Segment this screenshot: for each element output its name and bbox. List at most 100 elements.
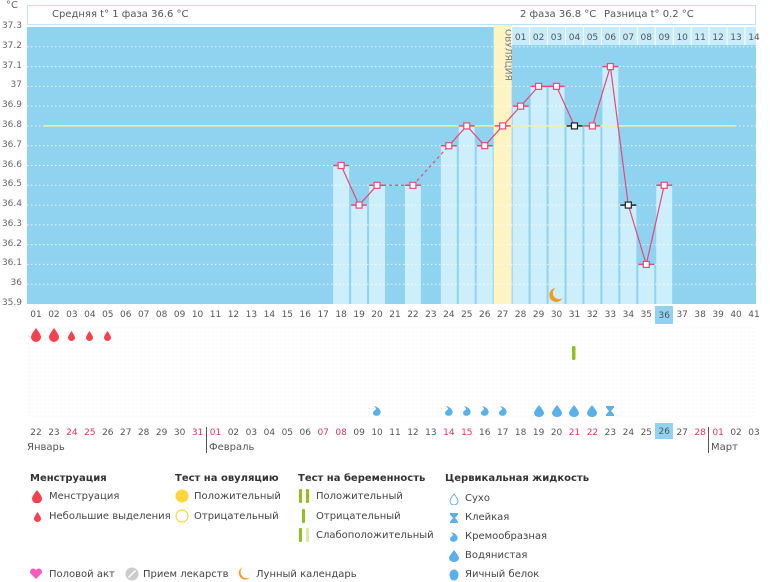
cycle-day-label[interactable]: 32 xyxy=(586,310,599,320)
cycle-day-label[interactable]: 12 xyxy=(227,310,240,320)
cycle-day-label[interactable]: 06 xyxy=(120,310,132,320)
calendar-date-label[interactable]: 30 xyxy=(173,428,186,438)
menstruation-drop-icon[interactable] xyxy=(48,328,59,342)
calendar-date-label[interactable]: 13 xyxy=(425,428,437,438)
calendar-date-label[interactable]: 27 xyxy=(676,428,688,438)
calendar-date-label[interactable]: 24 xyxy=(66,428,78,438)
cycle-day-label[interactable]: 16 xyxy=(299,310,311,320)
menstruation-drop-icon[interactable] xyxy=(30,328,41,342)
cycle-day-label[interactable]: 26 xyxy=(479,310,491,320)
fluid-creamy-icon[interactable] xyxy=(444,405,454,417)
cycle-day-label[interactable]: 21 xyxy=(389,310,401,320)
calendar-date-label[interactable]: 18 xyxy=(514,428,527,438)
fluid-watery-icon[interactable] xyxy=(551,405,562,417)
cycle-day-label[interactable]: 39 xyxy=(712,310,724,320)
calendar-date-label[interactable]: 08 xyxy=(335,428,347,438)
pregnancy-negative-icon[interactable] xyxy=(572,346,576,360)
cycle-day-label[interactable]: 22 xyxy=(407,310,419,320)
cycle-day-label[interactable]: 08 xyxy=(155,310,168,320)
cycle-day-label[interactable]: 09 xyxy=(173,310,186,320)
calendar-date-label[interactable]: 09 xyxy=(353,428,365,438)
calendar-date-label[interactable]: 25 xyxy=(84,428,96,438)
spotting-drop-icon[interactable] xyxy=(68,331,76,341)
fluid-watery-icon[interactable] xyxy=(569,405,580,417)
calendar-date-label[interactable]: 28 xyxy=(694,428,706,438)
cycle-day-label[interactable]: 27 xyxy=(496,310,509,320)
cycle-day-label[interactable]: 30 xyxy=(550,310,563,320)
cycle-day-label[interactable]: 11 xyxy=(209,310,222,320)
cycle-day-label[interactable]: 15 xyxy=(281,310,294,320)
spotting-drop-icon[interactable] xyxy=(86,331,94,341)
calendar-date-label[interactable]: 23 xyxy=(48,428,60,438)
calendar-date-label[interactable]: 22 xyxy=(30,428,42,438)
calendar-date-label[interactable]: 11 xyxy=(389,428,401,438)
calendar-date-label[interactable]: 03 xyxy=(245,428,258,438)
calendar-date-label[interactable]: 26 xyxy=(102,428,114,438)
cycle-day-label[interactable]: 17 xyxy=(317,310,329,320)
cycle-day-label[interactable]: 20 xyxy=(371,310,383,320)
cycle-day-label[interactable]: 19 xyxy=(353,310,365,320)
cycle-day-label[interactable]: 35 xyxy=(640,310,653,320)
cycle-day-label[interactable]: 10 xyxy=(191,310,204,320)
calendar-date-label[interactable]: 31 xyxy=(191,428,204,438)
cycle-day-label[interactable]: 04 xyxy=(84,310,96,320)
spotting-drop-icon[interactable] xyxy=(104,331,112,341)
cycle-day-label[interactable]: 02 xyxy=(48,310,60,320)
calendar-date-label[interactable]: 01 xyxy=(209,428,222,438)
calendar-date-label[interactable]: 25 xyxy=(640,428,653,438)
calendar-date-label[interactable]: 16 xyxy=(479,428,491,438)
calendar-date-label[interactable]: 06 xyxy=(299,428,311,438)
fluid-creamy-icon[interactable] xyxy=(480,405,490,417)
calendar-date-label[interactable]: 02 xyxy=(730,428,742,438)
cycle-day-label[interactable]: 13 xyxy=(245,310,258,320)
fluid-creamy-icon[interactable] xyxy=(462,405,472,417)
calendar-date-label[interactable]: 26 xyxy=(655,423,674,439)
cycle-day-label[interactable]: 37 xyxy=(676,310,688,320)
cycle-day-label[interactable]: 01 xyxy=(30,310,42,320)
cycle-day-label[interactable]: 33 xyxy=(604,310,617,320)
calendar-date-label[interactable]: 05 xyxy=(281,428,294,438)
cycle-day-label[interactable]: 31 xyxy=(568,310,581,320)
cycle-day-label[interactable]: 05 xyxy=(102,310,114,320)
fluid-watery-icon[interactable] xyxy=(533,405,544,417)
cycle-day-label[interactable]: 29 xyxy=(532,310,545,320)
cycle-day-label[interactable]: 03 xyxy=(66,310,78,320)
fluid-creamy-icon[interactable] xyxy=(372,405,382,417)
cycle-day-label[interactable]: 28 xyxy=(514,310,527,320)
fluid-creamy-icon[interactable] xyxy=(498,405,508,417)
calendar-date-label[interactable]: 24 xyxy=(622,428,635,438)
calendar-date-label[interactable]: 20 xyxy=(550,428,563,438)
calendar-date-label[interactable]: 17 xyxy=(496,428,509,438)
cycle-day-label[interactable]: 18 xyxy=(335,310,347,320)
cycle-day-label[interactable]: 14 xyxy=(263,310,276,320)
cycle-day-label[interactable]: 07 xyxy=(137,310,150,320)
calendar-date-label[interactable]: 07 xyxy=(317,428,329,438)
calendar-date-label[interactable]: 04 xyxy=(263,428,276,438)
cycle-day-label[interactable]: 25 xyxy=(461,310,473,320)
calendar-date-label[interactable]: 10 xyxy=(371,428,383,438)
legend-fluid-egg-white: Яичный белок xyxy=(465,569,540,580)
calendar-date-label[interactable]: 02 xyxy=(227,428,240,438)
cycle-day-label[interactable]: 23 xyxy=(425,310,437,320)
cycle-day-label[interactable]: 40 xyxy=(730,310,742,320)
calendar-date-label[interactable]: 27 xyxy=(120,428,132,438)
cycle-day-label[interactable]: 41 xyxy=(748,310,760,320)
calendar-date-label[interactable]: 19 xyxy=(532,428,545,438)
calendar-date-label[interactable]: 22 xyxy=(586,428,599,438)
calendar-date-label[interactable]: 01 xyxy=(712,428,724,438)
calendar-date-label[interactable]: 14 xyxy=(443,428,455,438)
calendar-date-label[interactable]: 23 xyxy=(604,428,617,438)
calendar-date-label[interactable]: 28 xyxy=(137,428,150,438)
cycle-day-label[interactable]: 36 xyxy=(655,306,674,324)
calendar-date-label[interactable]: 15 xyxy=(461,428,473,438)
calendar-date-label[interactable]: 12 xyxy=(407,428,419,438)
temperature-point xyxy=(534,82,543,90)
cycle-day-label[interactable]: 34 xyxy=(622,310,635,320)
fluid-sticky-icon[interactable] xyxy=(605,405,615,417)
fluid-watery-icon[interactable] xyxy=(587,405,598,417)
calendar-date-label[interactable]: 03 xyxy=(748,428,760,438)
cycle-day-label[interactable]: 24 xyxy=(443,310,455,320)
calendar-date-label[interactable]: 29 xyxy=(155,428,168,438)
cycle-day-label[interactable]: 38 xyxy=(694,310,706,320)
calendar-date-label[interactable]: 21 xyxy=(568,428,581,438)
